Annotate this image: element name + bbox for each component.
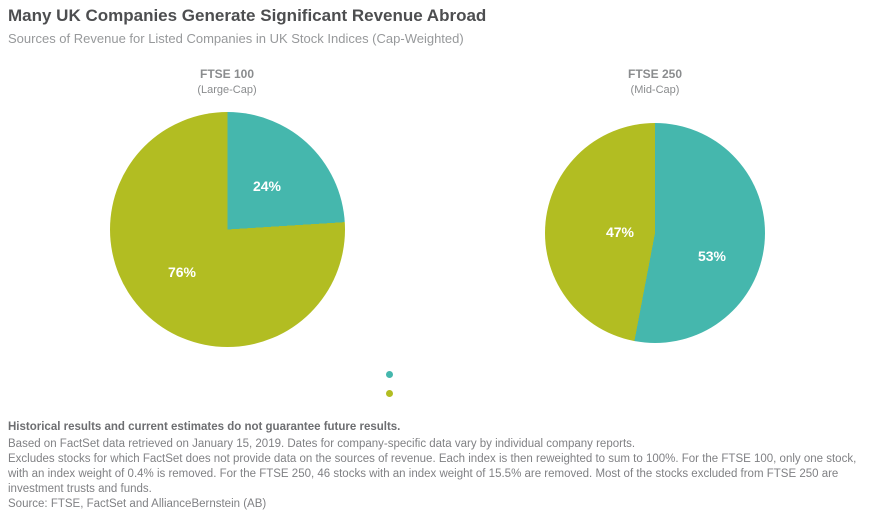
ftse250-title: FTSE 250 <box>627 67 683 81</box>
legend-dot-teal <box>386 371 393 378</box>
ftse250-pie-chart: 53% 47% <box>545 123 765 343</box>
legend <box>386 371 393 409</box>
ftse100-pie-chart: 24% 76% <box>110 112 345 347</box>
ftse250-header: FTSE 250 (Mid-Cap) <box>555 67 755 96</box>
source-text: Source: FTSE, FactSet and AllianceBernst… <box>8 498 267 510</box>
ftse250-slice-label-nonuk: 53% <box>697 248 727 264</box>
disclaimer-text: Historical results and current estimates… <box>8 421 401 433</box>
ftse250-slice-label-uk: 47% <box>605 224 635 240</box>
ftse250-subtitle: (Mid-Cap) <box>630 84 680 96</box>
ftse100-slice-label-uk: 76% <box>167 264 197 280</box>
footnote-line-1: Based on FactSet data retrieved on Janua… <box>8 438 636 450</box>
ftse100-subtitle: (Large-Cap) <box>197 84 257 96</box>
ftse100-title: FTSE 100 <box>199 67 255 81</box>
legend-dot-green <box>386 390 393 397</box>
page-subtitle: Sources of Revenue for Listed Companies … <box>8 31 464 46</box>
footnote-line-2: Excludes stocks for which FactSet does n… <box>8 453 857 495</box>
page-title: Many UK Companies Generate Significant R… <box>8 6 487 25</box>
footnotes: Historical results and current estimates… <box>8 420 874 512</box>
ftse100-slice-label-nonuk: 24% <box>252 178 282 194</box>
ftse100-header: FTSE 100 (Large-Cap) <box>127 67 327 96</box>
